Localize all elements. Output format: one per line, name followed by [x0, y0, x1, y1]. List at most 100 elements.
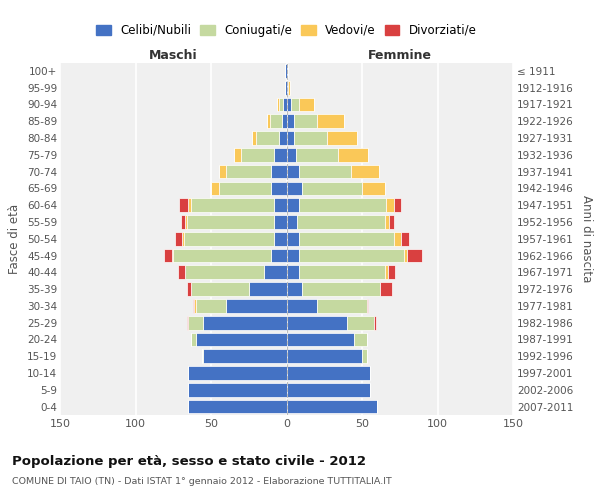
Bar: [285, 64, 287, 78]
Bar: [287, 164, 299, 178]
Bar: [287, 148, 296, 162]
Bar: [271, 248, 287, 262]
Text: Maschi: Maschi: [149, 48, 197, 62]
Bar: [362, 350, 367, 363]
Bar: [385, 215, 389, 229]
Bar: [287, 198, 299, 212]
Bar: [296, 148, 338, 162]
Bar: [394, 198, 401, 212]
Bar: [327, 131, 358, 145]
Bar: [294, 114, 317, 128]
Bar: [287, 266, 299, 279]
Bar: [299, 266, 385, 279]
Bar: [277, 98, 279, 112]
Bar: [203, 350, 287, 363]
Bar: [274, 198, 287, 212]
Bar: [185, 266, 264, 279]
Bar: [287, 131, 294, 145]
Bar: [188, 316, 203, 330]
Bar: [291, 98, 299, 112]
Bar: [271, 164, 287, 178]
Bar: [287, 316, 347, 330]
Bar: [287, 114, 294, 128]
Bar: [287, 81, 288, 94]
Bar: [294, 131, 327, 145]
Bar: [249, 282, 287, 296]
Bar: [196, 332, 287, 346]
Bar: [252, 131, 256, 145]
Legend: Celibi/Nubili, Coniugati/e, Vedovi/e, Divorziati/e: Celibi/Nubili, Coniugati/e, Vedovi/e, Di…: [92, 19, 481, 42]
Bar: [233, 148, 241, 162]
Bar: [173, 248, 271, 262]
Bar: [352, 164, 379, 178]
Bar: [299, 248, 404, 262]
Bar: [287, 182, 302, 196]
Y-axis label: Anni di nascita: Anni di nascita: [580, 195, 593, 282]
Bar: [407, 248, 422, 262]
Bar: [179, 198, 188, 212]
Bar: [287, 299, 317, 313]
Bar: [188, 400, 287, 413]
Bar: [172, 248, 173, 262]
Bar: [302, 282, 380, 296]
Bar: [226, 164, 271, 178]
Bar: [285, 81, 287, 94]
Bar: [283, 98, 287, 112]
Bar: [178, 266, 185, 279]
Bar: [211, 182, 218, 196]
Text: Popolazione per età, sesso e stato civile - 2012: Popolazione per età, sesso e stato civil…: [12, 455, 366, 468]
Bar: [226, 299, 287, 313]
Bar: [184, 232, 274, 245]
Bar: [287, 64, 288, 78]
Bar: [287, 98, 291, 112]
Bar: [362, 182, 385, 196]
Bar: [374, 316, 376, 330]
Bar: [287, 350, 362, 363]
Bar: [193, 299, 194, 313]
Bar: [241, 148, 274, 162]
Bar: [287, 232, 299, 245]
Bar: [401, 232, 409, 245]
Bar: [299, 98, 314, 112]
Bar: [218, 164, 226, 178]
Bar: [302, 182, 362, 196]
Bar: [388, 266, 395, 279]
Bar: [191, 282, 249, 296]
Bar: [202, 350, 203, 363]
Bar: [274, 215, 287, 229]
Bar: [287, 215, 297, 229]
Bar: [218, 182, 271, 196]
Bar: [389, 215, 394, 229]
Bar: [287, 332, 355, 346]
Bar: [182, 232, 184, 245]
Bar: [297, 215, 385, 229]
Bar: [274, 148, 287, 162]
Bar: [188, 366, 287, 380]
Bar: [287, 248, 299, 262]
Bar: [287, 366, 370, 380]
Text: COMUNE DI TAIO (TN) - Dati ISTAT 1° gennaio 2012 - Elaborazione TUTTITALIA.IT: COMUNE DI TAIO (TN) - Dati ISTAT 1° genn…: [12, 478, 392, 486]
Bar: [288, 81, 290, 94]
Bar: [287, 400, 377, 413]
Bar: [196, 299, 226, 313]
Bar: [264, 266, 287, 279]
Bar: [256, 131, 279, 145]
Bar: [338, 148, 368, 162]
Bar: [191, 198, 274, 212]
Bar: [282, 114, 287, 128]
Bar: [287, 383, 370, 396]
Bar: [385, 266, 388, 279]
Bar: [317, 299, 367, 313]
Bar: [279, 98, 283, 112]
Bar: [287, 282, 302, 296]
Bar: [175, 232, 182, 245]
Bar: [271, 182, 287, 196]
Bar: [194, 299, 196, 313]
Bar: [267, 114, 270, 128]
Y-axis label: Fasce di età: Fasce di età: [8, 204, 22, 274]
Bar: [203, 316, 287, 330]
Bar: [188, 198, 191, 212]
Bar: [299, 164, 352, 178]
Bar: [347, 316, 374, 330]
Bar: [404, 248, 407, 262]
